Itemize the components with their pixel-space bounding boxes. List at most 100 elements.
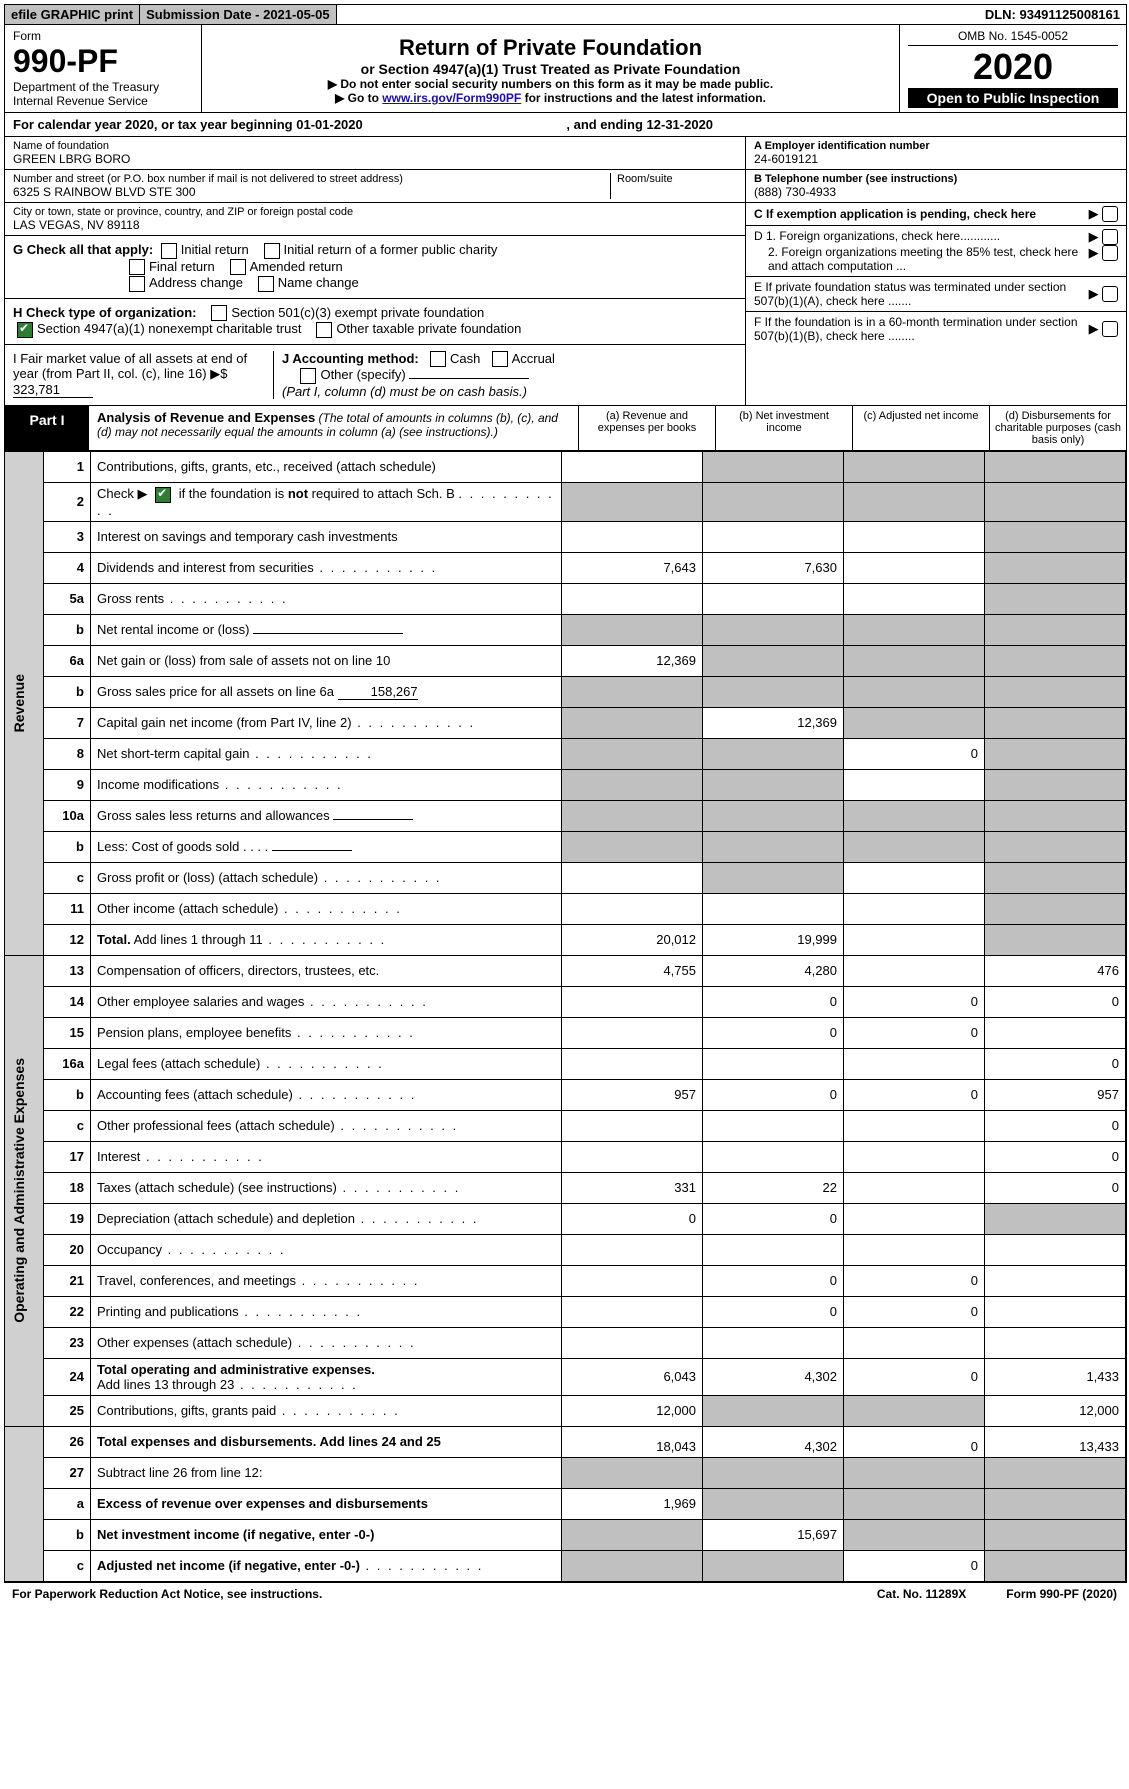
initial-return-cb[interactable]	[161, 243, 177, 259]
h-4947-cb[interactable]	[17, 322, 33, 338]
line-desc: Subtract line 26 from line 12:	[91, 1457, 562, 1488]
row-3: 3Interest on savings and temporary cash …	[5, 521, 1126, 552]
col-c	[844, 1234, 985, 1265]
col-b: 0	[703, 986, 844, 1017]
cogs-input[interactable]	[272, 850, 352, 851]
col-c-header: (c) Adjusted net income	[852, 406, 989, 450]
col-a	[562, 1110, 703, 1141]
col-a	[562, 769, 703, 800]
entity-left: Name of foundation GREEN LBRG BORO Numbe…	[5, 137, 745, 405]
page-footer: For Paperwork Reduction Act Notice, see …	[4, 1583, 1125, 1605]
addr-change-cb[interactable]	[129, 276, 145, 292]
col-b	[703, 800, 844, 831]
phone-label: B Telephone number (see instructions)	[754, 173, 957, 185]
part1-desc: Analysis of Revenue and Expenses (The to…	[89, 406, 578, 450]
col-c: 0	[844, 986, 985, 1017]
name-label: Name of foundation	[13, 140, 737, 152]
col-a: 331	[562, 1172, 703, 1203]
cal-begin: 01-01-2020	[296, 117, 363, 132]
line-num: 16a	[44, 1048, 91, 1079]
line-desc: Net gain or (loss) from sale of assets n…	[91, 645, 562, 676]
line-num: 18	[44, 1172, 91, 1203]
cash-cb[interactable]	[430, 351, 446, 367]
col-c	[844, 1048, 985, 1079]
col-c	[844, 645, 985, 676]
f-checkbox[interactable]	[1102, 321, 1118, 337]
line-num: a	[44, 1488, 91, 1519]
col-c: 0	[844, 1017, 985, 1048]
e-checkbox[interactable]	[1102, 286, 1118, 302]
arrow-icon: ▶	[1089, 321, 1099, 337]
schb-checkbox[interactable]	[155, 487, 171, 503]
col-c	[844, 1395, 985, 1426]
col-a: 6,043	[562, 1358, 703, 1395]
gross-sales-input[interactable]	[333, 819, 413, 820]
row-10c: cGross profit or (loss) (attach schedule…	[5, 862, 1126, 893]
blank-side	[5, 1426, 44, 1581]
col-c	[844, 924, 985, 955]
form-title: Return of Private Foundation	[210, 35, 891, 61]
col-d: 0	[985, 1110, 1126, 1141]
col-a	[562, 800, 703, 831]
line-num: 13	[44, 955, 91, 986]
col-a: 0	[562, 1203, 703, 1234]
accrual-cb[interactable]	[492, 351, 508, 367]
h-501c3-cb[interactable]	[211, 305, 227, 321]
line-num: c	[44, 1110, 91, 1141]
amended-return-cb[interactable]	[230, 259, 246, 275]
line-num: 6a	[44, 645, 91, 676]
dept-label: Department of the Treasury	[13, 80, 193, 94]
col-d	[985, 924, 1126, 955]
col-c	[844, 1110, 985, 1141]
row-26: 26Total expenses and disbursements. Add …	[5, 1426, 1126, 1457]
d2-checkbox[interactable]	[1102, 245, 1118, 261]
c-checkbox[interactable]	[1102, 206, 1118, 222]
col-a	[562, 1327, 703, 1358]
instr2-link[interactable]: www.irs.gov/Form990PF	[382, 91, 521, 105]
col-a	[562, 614, 703, 645]
col-b	[703, 1141, 844, 1172]
other-method-cb[interactable]	[300, 368, 316, 384]
c-label: C If exemption application is pending, c…	[754, 207, 1036, 221]
col-d	[985, 1457, 1126, 1488]
line-num: 10a	[44, 800, 91, 831]
col-c: 0	[844, 1550, 985, 1581]
other-method-input[interactable]	[409, 378, 529, 379]
col-c	[844, 862, 985, 893]
final-return-cb[interactable]	[129, 259, 145, 275]
col-c	[844, 482, 985, 521]
form-subtitle: or Section 4947(a)(1) Trust Treated as P…	[210, 61, 891, 77]
g-check-row: G Check all that apply: Initial return I…	[5, 236, 745, 299]
col-c	[844, 552, 985, 583]
col-d	[985, 1234, 1126, 1265]
col-b: 4,302	[703, 1358, 844, 1395]
omb-number: OMB No. 1545-0052	[908, 29, 1118, 46]
footer-mid: Cat. No. 11289X	[877, 1587, 966, 1601]
instruction-2: ▶ Go to www.irs.gov/Form990PF for instru…	[210, 91, 891, 105]
col-a	[562, 583, 703, 614]
initial-former-label: Initial return of a former public charit…	[284, 242, 498, 257]
row-10a: 10aGross sales less returns and allowanc…	[5, 800, 1126, 831]
fmv-label: I Fair market value of all assets at end…	[13, 351, 247, 381]
entity-info: Name of foundation GREEN LBRG BORO Numbe…	[5, 137, 1126, 406]
col-d: 0	[985, 1141, 1126, 1172]
col-d: 12,000	[985, 1395, 1126, 1426]
h-other-cb[interactable]	[316, 322, 332, 338]
j-block: J Accounting method: Cash Accrual Other …	[273, 351, 737, 399]
row-7: 7Capital gain net income (from Part IV, …	[5, 707, 1126, 738]
initial-former-cb[interactable]	[264, 243, 280, 259]
line-num: 15	[44, 1017, 91, 1048]
d1-checkbox[interactable]	[1102, 229, 1118, 245]
col-d	[985, 707, 1126, 738]
row-20: 20Occupancy	[5, 1234, 1126, 1265]
line-num: 25	[44, 1395, 91, 1426]
name-change-cb[interactable]	[258, 276, 274, 292]
col-d	[985, 1550, 1126, 1581]
col-c	[844, 451, 985, 482]
instr2-post: for instructions and the latest informat…	[521, 91, 766, 105]
line-num: 14	[44, 986, 91, 1017]
line-num: b	[44, 614, 91, 645]
col-b	[703, 1457, 844, 1488]
city-state-zip: LAS VEGAS, NV 89118	[13, 218, 737, 232]
rental-input[interactable]	[253, 633, 403, 634]
